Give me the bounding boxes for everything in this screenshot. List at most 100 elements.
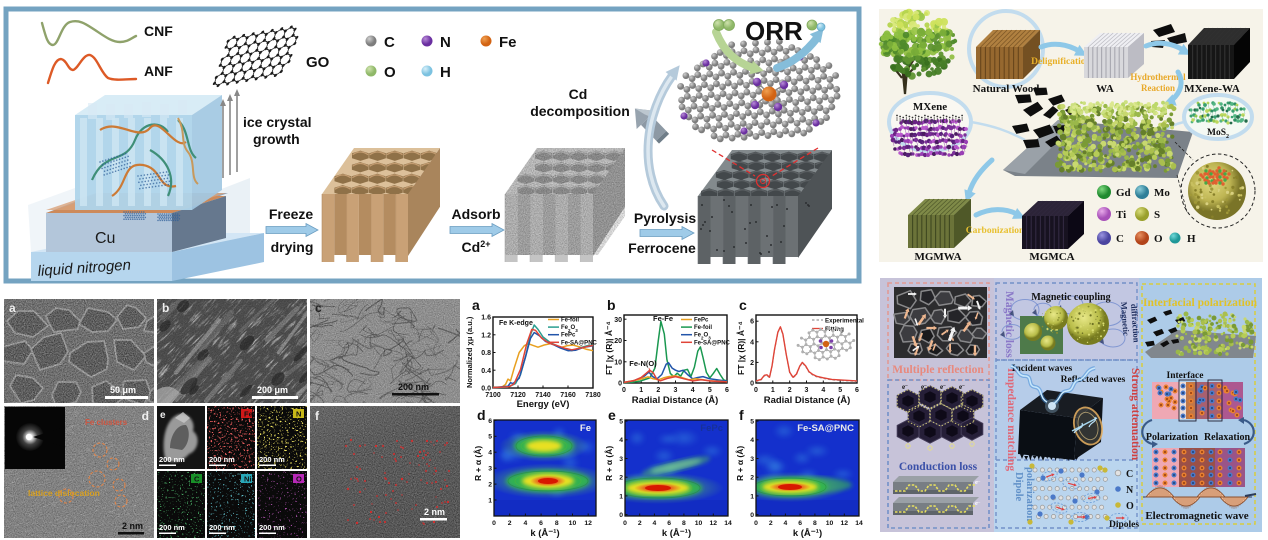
svg-text:2: 2 (788, 387, 792, 394)
svg-text:growth: growth (253, 131, 300, 147)
svg-text:4: 4 (750, 437, 754, 444)
svg-text:MoS2: MoS2 (1207, 128, 1229, 140)
svg-text:10: 10 (826, 520, 834, 527)
svg-text:FePc: FePc (561, 333, 576, 339)
svg-text:1: 1 (639, 387, 643, 394)
svg-text:8: 8 (555, 520, 559, 527)
svg-text:Multiple reflection: Multiple reflection (892, 364, 984, 376)
svg-text:Fe-SA@PNC: Fe-SA@PNC (694, 340, 731, 346)
svg-text:e: e (608, 407, 616, 423)
svg-text:4: 4 (784, 520, 788, 527)
svg-text:FT |χ (R)| Å⁻⁴: FT |χ (R)| Å⁻⁴ (604, 321, 614, 375)
svg-text:C: C (1116, 233, 1124, 245)
svg-text:Conduction loss: Conduction loss (899, 461, 978, 473)
svg-text:Radial Distance (Å): Radial Distance (Å) (632, 395, 719, 406)
svg-text:C: C (384, 34, 395, 51)
svg-text:4: 4 (653, 520, 657, 527)
svg-text:Fe: Fe (580, 423, 591, 434)
svg-text:Dipoles: Dipoles (1109, 520, 1139, 530)
svg-text:MXene-WA: MXene-WA (1184, 83, 1240, 95)
svg-text:0: 0 (619, 512, 623, 519)
svg-text:FT |χ (R)| Å⁻⁴: FT |χ (R)| Å⁻⁴ (736, 321, 746, 375)
svg-text:e–: e– (975, 478, 981, 487)
svg-text:Fe: Fe (244, 410, 253, 419)
svg-text:MGMCA: MGMCA (1029, 251, 1074, 263)
svg-text:0: 0 (618, 381, 622, 388)
svg-text:200 nm: 200 nm (159, 523, 185, 532)
svg-text:lattice dislocation: lattice dislocation (28, 488, 100, 498)
svg-text:2: 2 (638, 520, 642, 527)
svg-text:5: 5 (619, 419, 623, 426)
svg-text:MXene: MXene (913, 101, 947, 113)
svg-text:8: 8 (813, 520, 817, 527)
svg-text:Pyrolysis: Pyrolysis (634, 210, 696, 226)
svg-text:0: 0 (622, 387, 626, 394)
svg-text:Reflected waves: Reflected waves (1061, 375, 1126, 385)
svg-text:O: O (1154, 233, 1163, 245)
svg-text:10: 10 (695, 520, 703, 527)
svg-text:14: 14 (724, 520, 732, 527)
svg-text:S: S (1154, 209, 1160, 221)
svg-text:0.4: 0.4 (481, 368, 491, 375)
svg-text:3: 3 (674, 387, 678, 394)
svg-text:b: b (607, 297, 616, 313)
svg-text:GO: GO (306, 54, 330, 71)
svg-text:R + α (Å): R + α (Å) (735, 446, 745, 481)
svg-text:6: 6 (488, 418, 492, 425)
svg-text:0: 0 (750, 512, 754, 519)
svg-text:d: d (142, 409, 149, 423)
svg-text:N: N (1126, 485, 1134, 496)
svg-text:200 nm: 200 nm (259, 523, 285, 532)
svg-text:Fe clusters: Fe clusters (85, 418, 128, 427)
svg-text:Incident waves: Incident waves (1012, 364, 1073, 374)
svg-text:Adsorb: Adsorb (452, 206, 501, 222)
svg-text:O: O (296, 475, 302, 484)
svg-text:C: C (1126, 469, 1133, 480)
svg-text:4: 4 (523, 520, 527, 527)
svg-text:FePc: FePc (700, 423, 723, 434)
svg-text:1: 1 (750, 493, 754, 500)
svg-text:0: 0 (492, 520, 496, 527)
svg-text:N: N (296, 410, 301, 419)
svg-text:4: 4 (691, 387, 695, 394)
svg-text:2 nm: 2 nm (122, 521, 143, 531)
svg-text:Experimental: Experimental (825, 318, 864, 325)
svg-text:10: 10 (614, 359, 622, 366)
svg-text:7160: 7160 (560, 392, 576, 399)
svg-text:Cd: Cd (569, 86, 588, 102)
svg-text:6: 6 (725, 387, 729, 394)
svg-text:Hydrothermal: Hydrothermal (1130, 72, 1186, 82)
svg-text:200 nm: 200 nm (159, 455, 185, 464)
svg-text:5: 5 (708, 387, 712, 394)
svg-text:Interfacial polarization: Interfacial polarization (1143, 297, 1258, 309)
svg-text:2 nm: 2 nm (424, 507, 445, 517)
svg-text:30: 30 (614, 317, 622, 324)
svg-text:e–: e– (959, 383, 965, 391)
svg-text:diffraction: diffraction (1129, 303, 1142, 343)
svg-text:Mo: Mo (1154, 187, 1170, 199)
svg-text:Ni: Ni (244, 475, 252, 484)
svg-text:5: 5 (488, 434, 492, 441)
svg-text:Magnetic: Magnetic (1119, 301, 1131, 336)
svg-text:b: b (162, 301, 169, 315)
svg-text:12: 12 (710, 520, 718, 527)
svg-text:4: 4 (619, 437, 623, 444)
svg-text:ice crystal: ice crystal (243, 114, 312, 130)
svg-text:1.2: 1.2 (481, 332, 491, 339)
svg-text:200 nm: 200 nm (209, 523, 235, 532)
svg-text:4: 4 (750, 339, 754, 346)
svg-text:Reaction: Reaction (1141, 83, 1175, 93)
svg-text:0.8: 0.8 (481, 350, 491, 357)
svg-text:200 nm: 200 nm (259, 455, 285, 464)
svg-text:CNF: CNF (144, 23, 173, 39)
svg-text:f: f (739, 407, 744, 423)
svg-text:2: 2 (750, 475, 754, 482)
svg-text:8: 8 (682, 520, 686, 527)
svg-text:H: H (1187, 233, 1196, 245)
svg-text:e–: e– (940, 383, 946, 391)
svg-text:6: 6 (750, 319, 754, 326)
svg-text:e–: e– (921, 383, 927, 391)
svg-text:14: 14 (855, 520, 863, 527)
svg-text:k (Å⁻¹): k (Å⁻¹) (662, 528, 691, 539)
svg-text:3: 3 (488, 466, 492, 473)
